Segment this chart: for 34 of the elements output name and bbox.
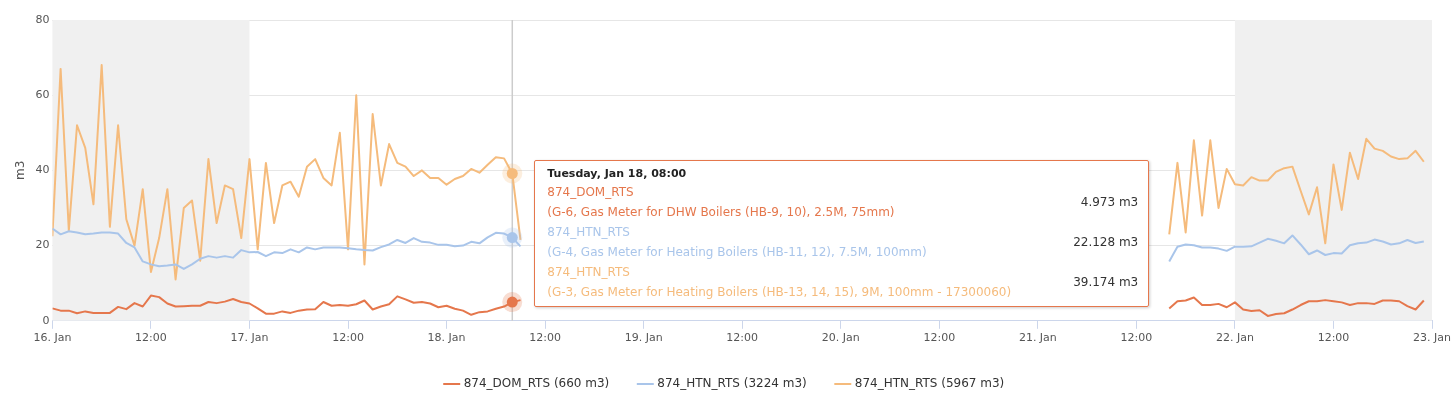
legend-label: 874_HTN_RTS (3224 m3) [657,376,807,391]
x-tick-label: 12:00 [726,331,759,345]
x-tick-label: 17. Jan [230,331,269,345]
y-tick-label: 0 [42,313,50,327]
x-tick-label: 20. Jan [821,331,860,345]
x-tick-label: 12:00 [332,331,364,345]
y-tick-label: 40 [35,163,50,177]
annotation: (G-3, Gas Meter for Heating Boilers (HB-13, 14, 15), 9M, 100mm - 17300060) [547,284,1012,301]
annotation: 874_HTN_RTS [547,264,631,281]
x-tick-label: 12:00 [1120,331,1153,345]
x-tick-label: 16. Jan [33,331,72,345]
annotation: 4.973 m3 [1080,195,1139,209]
annotation: 874_HTN_RTS [547,224,631,241]
y-axis-title: m3 [13,160,28,181]
y-tick-label: 80 [35,12,50,26]
annotation: 874_DOM_RTS [547,184,635,201]
x-tick-label: 22. Jan [1215,331,1254,345]
annotation: (G-4, Gas Meter for Heating Boilers (HB-11, 12), 7.5M, 100mm) [547,244,927,261]
legend-label: 874_DOM_RTS (660 m3) [463,376,610,391]
x-tick-label: 21. Jan [1018,331,1057,345]
annotation: 39.174 m3 [1073,275,1139,289]
x-tick-label: 12:00 [923,331,956,345]
x-tick-label: 12:00 [135,331,167,345]
x-tick-label: 12:00 [1317,331,1350,345]
legend-label: 874_HTN_RTS (5967 m3) [854,376,1005,391]
x-tick-label: 23. Jan [1413,331,1452,345]
x-tick-label: 19. Jan [624,331,663,345]
annotation: (G-6, Gas Meter for DHW Boilers (HB-9, 10), 2.5M, 75mm) [547,204,895,221]
annotation: Tuesday, Jan 18, 08:00 [547,167,688,180]
y-tick-label: 60 [35,88,50,102]
x-tick-label: 12:00 [529,331,561,345]
x-tick-label: 18. Jan [427,331,466,345]
annotation: 22.128 m3 [1073,235,1139,249]
y-tick-label: 20 [35,238,50,252]
